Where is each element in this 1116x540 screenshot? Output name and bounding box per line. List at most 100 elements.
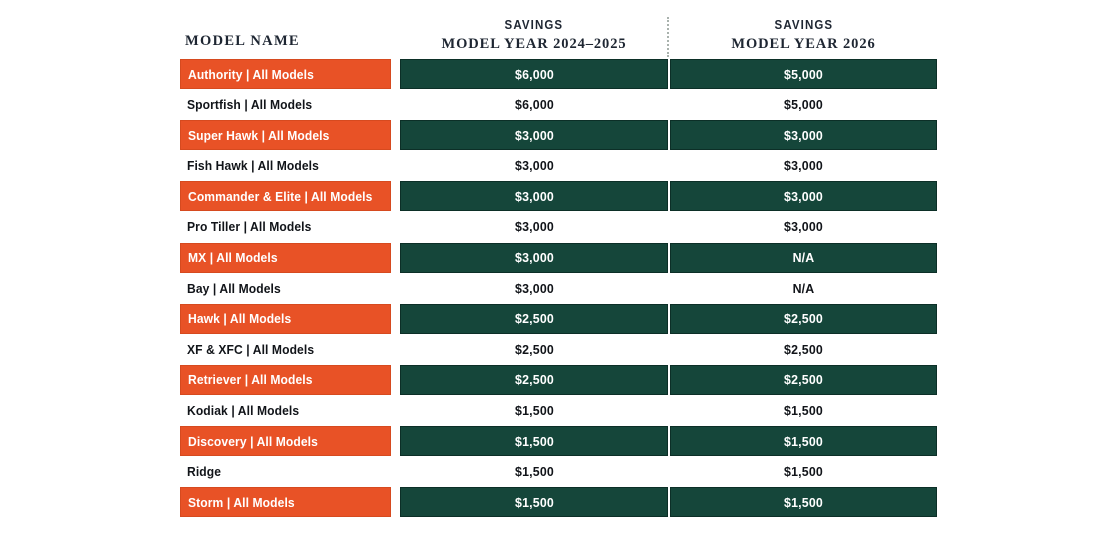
- savings-2026-value: N/A: [792, 250, 815, 266]
- column-header-savings-2026: SAVINGS MODEL YEAR 2026: [670, 16, 937, 53]
- savings-2024-2025-value: $3,000: [514, 127, 554, 143]
- savings-2026-cell: $3,000: [670, 120, 937, 151]
- model-name-cell: XF & XFC | All Models: [180, 334, 391, 364]
- column-header-savings-2024-2025: SAVINGS MODEL YEAR 2024–2025: [400, 16, 668, 53]
- model-name-cell: Pro Tiller | All Models: [180, 212, 391, 242]
- column-header-model-name: MODEL NAME: [185, 33, 300, 49]
- savings-2024-2025-cell: $3,000: [400, 212, 668, 242]
- savings-2026-cell: $3,000: [670, 212, 937, 242]
- table-row: Sportfish | All Models $6,000 $5,000: [0, 90, 1116, 120]
- savings-2024-2025-cell: $2,500: [400, 334, 668, 364]
- savings-2026-value: $3,000: [784, 127, 823, 143]
- model-name-text: Fish Hawk | All Models: [187, 158, 319, 174]
- savings-2026-value: $1,500: [784, 433, 823, 449]
- savings-2024-2025-value: $1,500: [514, 464, 554, 480]
- savings-2026-value: N/A: [792, 280, 815, 296]
- savings-2024-2025-cell: $6,000: [400, 59, 668, 89]
- table-row: Pro Tiller | All Models $3,000 $3,000: [0, 212, 1116, 242]
- model-name-text: XF & XFC | All Models: [187, 341, 315, 357]
- savings-2024-2025-value: $3,000: [514, 158, 554, 174]
- model-name-text: Discovery | All Models: [188, 433, 318, 449]
- savings-2026-cell: $5,000: [670, 59, 937, 89]
- savings-2026-value: $2,500: [784, 311, 823, 327]
- table-row: XF & XFC | All Models $2,500 $2,500: [0, 334, 1116, 364]
- model-name-text: Bay | All Models: [187, 280, 281, 296]
- savings-2024-2025-value: $3,000: [514, 280, 554, 296]
- savings-2024-2025-cell: $3,000: [400, 242, 668, 273]
- savings-2026-value: $1,500: [784, 403, 823, 419]
- savings-2024-2025-value: $1,500: [514, 403, 554, 419]
- model-name-text: Commander & Elite | All Models: [188, 188, 373, 204]
- savings-2026-cell: $5,000: [670, 90, 937, 120]
- model-name-cell: MX | All Models: [180, 242, 391, 273]
- savings-2026-value: $5,000: [784, 66, 823, 82]
- savings-2026-value: $1,500: [784, 464, 823, 480]
- table-row: Super Hawk | All Models $3,000 $3,000: [0, 120, 1116, 151]
- model-year-label: MODEL YEAR 2024–2025: [441, 36, 627, 52]
- model-name-text: Retriever | All Models: [188, 372, 313, 388]
- savings-2026-cell: $1,500: [670, 426, 937, 457]
- savings-2026-value: $2,500: [784, 341, 823, 357]
- savings-2024-2025-value: $2,500: [514, 341, 554, 357]
- table-row: Authority | All Models $6,000 $5,000: [0, 59, 1116, 89]
- savings-2024-2025-value: $2,500: [514, 372, 554, 388]
- savings-2024-2025-cell: $3,000: [400, 151, 668, 181]
- model-name-cell: Storm | All Models: [180, 487, 391, 518]
- savings-2026-value: $3,000: [784, 219, 823, 235]
- savings-2026-cell: $1,500: [670, 457, 937, 487]
- table-row: Ridge $1,500 $1,500: [0, 457, 1116, 487]
- savings-2026-cell: $2,500: [670, 334, 937, 364]
- savings-2026-value: $2,500: [784, 372, 823, 388]
- savings-2024-2025-value: $6,000: [514, 66, 554, 82]
- model-name-cell: Sportfish | All Models: [180, 90, 391, 120]
- savings-2026-cell: $1,500: [670, 487, 937, 518]
- table-row: MX | All Models $3,000 N/A: [0, 242, 1116, 273]
- savings-2024-2025-cell: $2,500: [400, 364, 668, 395]
- savings-2024-2025-value: $3,000: [514, 219, 554, 235]
- model-name-cell: Hawk | All Models: [180, 303, 391, 334]
- model-name-cell: Kodiak | All Models: [180, 396, 391, 426]
- savings-2026-cell: $2,500: [670, 303, 937, 334]
- savings-2026-cell: $2,500: [670, 364, 937, 395]
- savings-2024-2025-cell: $3,000: [400, 181, 668, 212]
- table-row: Hawk | All Models $2,500 $2,500: [0, 303, 1116, 334]
- savings-2024-2025-cell: $2,500: [400, 303, 668, 334]
- model-name-text: Storm | All Models: [188, 494, 295, 510]
- model-name-cell: Fish Hawk | All Models: [180, 151, 391, 181]
- table-row: Bay | All Models $3,000 N/A: [0, 273, 1116, 303]
- savings-2026-cell: $3,000: [670, 181, 937, 212]
- table-row: Commander & Elite | All Models $3,000 $3…: [0, 181, 1116, 212]
- savings-2024-2025-cell: $1,500: [400, 457, 668, 487]
- model-name-text: Authority | All Models: [188, 66, 314, 82]
- savings-2024-2025-value: $1,500: [514, 433, 554, 449]
- savings-2026-value: $3,000: [784, 188, 823, 204]
- model-name-cell: Ridge: [180, 457, 391, 487]
- table-body: Authority | All Models $6,000 $5,000 Spo…: [0, 59, 1116, 518]
- savings-2024-2025-cell: $3,000: [400, 120, 668, 151]
- table-row: Kodiak | All Models $1,500 $1,500: [0, 396, 1116, 426]
- model-name-text: Hawk | All Models: [188, 311, 292, 327]
- savings-2024-2025-cell: $1,500: [400, 396, 668, 426]
- savings-2026-cell: $3,000: [670, 151, 937, 181]
- savings-2026-cell: N/A: [670, 242, 937, 273]
- table-row: Retriever | All Models $2,500 $2,500: [0, 364, 1116, 395]
- savings-2024-2025-value: $3,000: [514, 188, 554, 204]
- table-row: Discovery | All Models $1,500 $1,500: [0, 426, 1116, 457]
- savings-2026-cell: N/A: [670, 273, 937, 303]
- savings-2026-value: $1,500: [784, 494, 823, 510]
- model-name-cell: Bay | All Models: [180, 273, 391, 303]
- savings-label: SAVINGS: [504, 18, 564, 32]
- model-name-text: Sportfish | All Models: [187, 97, 313, 113]
- model-year-label: MODEL YEAR 2026: [731, 36, 876, 52]
- savings-2026-cell: $1,500: [670, 396, 937, 426]
- savings-2024-2025-cell: $6,000: [400, 90, 668, 120]
- model-name-text: MX | All Models: [188, 250, 278, 266]
- model-name-text: Kodiak | All Models: [187, 403, 300, 419]
- model-name-text: Pro Tiller | All Models: [187, 219, 312, 235]
- model-name-cell: Commander & Elite | All Models: [180, 181, 391, 212]
- model-name-cell: Authority | All Models: [180, 59, 391, 89]
- savings-2024-2025-value: $1,500: [514, 494, 554, 510]
- savings-2024-2025-cell: $1,500: [400, 426, 668, 457]
- savings-2026-value: $5,000: [784, 97, 823, 113]
- savings-2024-2025-value: $3,000: [514, 250, 554, 266]
